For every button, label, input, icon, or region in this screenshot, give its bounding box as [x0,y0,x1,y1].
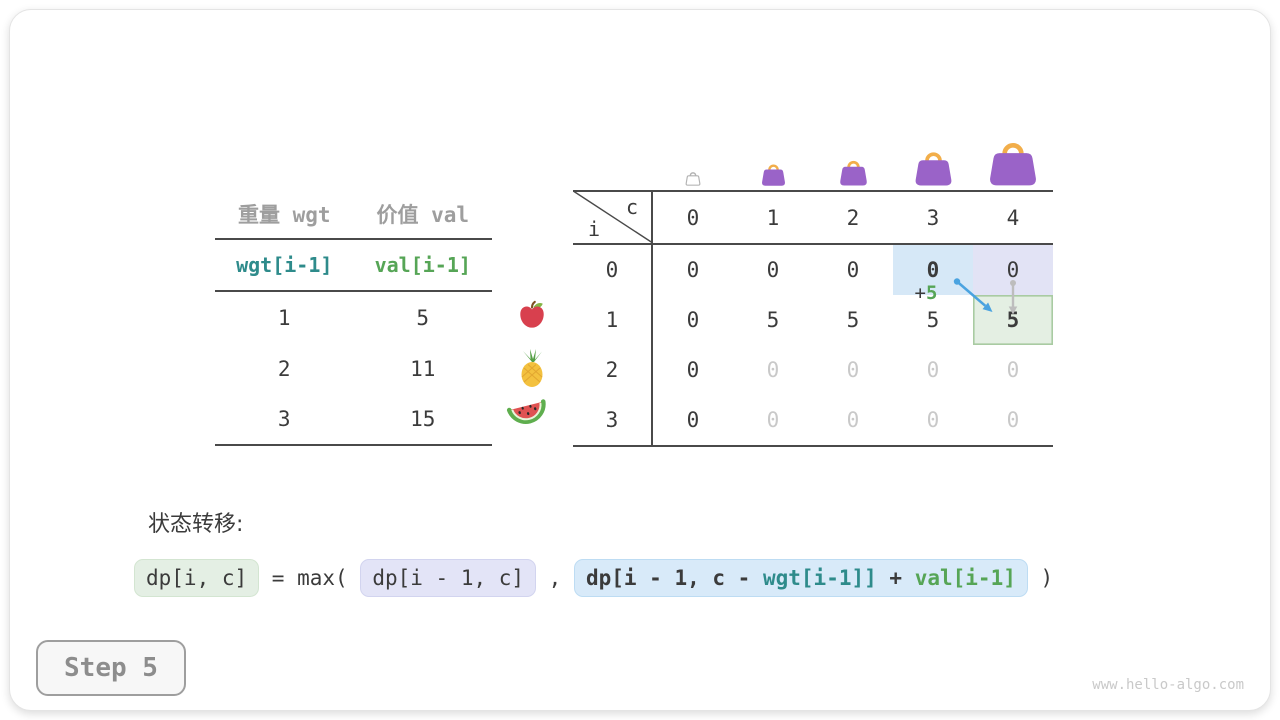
formula-arg2-plus: + [876,566,915,590]
apple-icon [517,300,547,334]
dp-cell-2-1: 0 [766,358,780,382]
watermelon-icon [505,397,553,436]
plus-five-annotation: +5 [902,282,950,304]
dp-cell-3-4: 0 [1006,408,1020,432]
item-table: 重量 wgt 价值 val wgt[i-1] val[i-1] 1 5 2 11… [215,190,492,446]
item-wgt-2: 2 [277,356,291,381]
plus-five-value: 5 [926,282,938,304]
formula-arg2-prefix: dp[i - 1, c - [585,566,763,590]
formula-close-paren: ) [1027,566,1054,590]
dp-corner-cell: c i [573,192,653,245]
dp-cell-3-2: 0 [846,408,860,432]
dp-cell-1-3: 5 [926,308,940,332]
item-val-2: 11 [410,356,436,381]
empty-bag-icon [653,128,733,186]
state-transition-formula: dp[i, c] = max( dp[i - 1, c] , dp[i - 1,… [134,559,1053,597]
dp-cell-1-1: 5 [766,308,780,332]
dp-cell-0-2: 0 [846,258,860,282]
formula-arg1: dp[i - 1, c] [360,559,537,597]
dp-cell-2-4: 0 [1006,358,1020,382]
dp-row-label-1: 1 [573,295,653,345]
dp-cell-2-3: 0 [926,358,940,382]
capacity-bags-row [653,128,1053,186]
dp-cell-3-0: 0 [686,408,700,432]
item-val-3: 15 [410,407,436,431]
formula-lhs: dp[i, c] [134,559,260,597]
plus-sign: + [914,282,926,304]
item-table-header-val: 价值 val [353,190,492,240]
dp-cell-3-1: 0 [766,408,780,432]
item-table-index-wgt: wgt[i-1] [215,240,354,292]
formula-comma: , [536,566,574,590]
bag-icon-capacity-1 [733,128,813,186]
dp-row-label-0: 0 [573,245,653,295]
bag-icon-capacity-4 [973,128,1053,186]
item-wgt-1: 1 [277,305,291,330]
watermark: www.hello-algo.com [1092,677,1244,693]
bag-icon-capacity-2 [813,128,893,186]
dp-cell-1-4-highlight-target: 5 [973,295,1053,345]
dp-cell-2-2: 0 [846,358,860,382]
dp-table: c i 0 1 2 3 4 0 0 0 0 0 0 1 0 5 5 5 5 2 … [573,190,1053,447]
item-wgt-3: 3 [277,407,291,431]
dp-cell-0-1: 0 [766,258,780,282]
item-table-index-val: val[i-1] [353,240,492,292]
formula-arg2: dp[i - 1, c - wgt[i-1]] + val[i-1] [573,559,1028,597]
formula-arg2-val: val[i-1] [914,566,1016,590]
dp-col-header-2: 2 [813,192,893,245]
dp-cell-1-0: 0 [686,308,700,332]
dp-row-label-2: 2 [573,345,653,395]
item-val-1: 5 [416,305,430,330]
pineapple-icon [516,348,548,392]
dp-col-header-3: 3 [893,192,973,245]
dp-col-header-1: 1 [733,192,813,245]
item-table-header-wgt: 重量 wgt [215,190,354,240]
dp-col-header-0: 0 [653,192,733,245]
dp-cell-0-0: 0 [686,258,700,282]
dp-row-label-3: 3 [573,395,653,445]
dp-cell-3-3: 0 [926,408,940,432]
dp-cell-1-2: 5 [846,308,860,332]
dp-corner-col-var: c [625,195,638,219]
formula-equals-max: = max( [259,566,361,590]
state-transition-label: 状态转移: [148,512,244,537]
step-badge: Step 5 [36,640,186,696]
bag-icon-capacity-3 [893,128,973,186]
formula-arg2-wgt: wgt[i-1]] [762,566,877,590]
dp-cell-0-4-highlight-source: 0 [973,245,1053,295]
dp-corner-row-var: i [588,217,601,241]
dp-col-header-4: 4 [973,192,1053,245]
dp-cell-2-0: 0 [686,358,700,382]
